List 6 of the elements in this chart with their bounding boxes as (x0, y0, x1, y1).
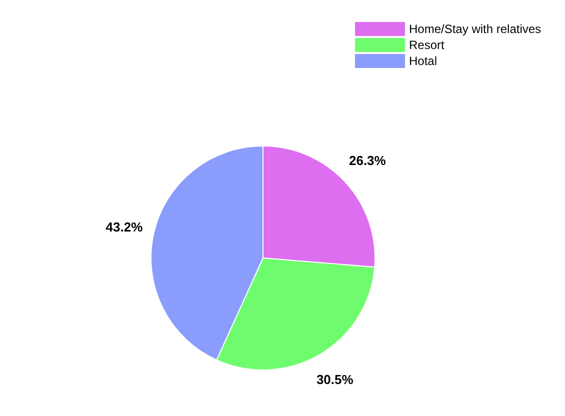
data-label: 43.2% (106, 219, 144, 234)
legend-label: Home/Stay with relatives (409, 22, 542, 36)
data-label: 26.3% (348, 153, 386, 168)
legend-label: Hotal (409, 54, 438, 68)
legend-label: Resort (409, 38, 446, 52)
data-label: 30.5% (316, 372, 354, 387)
